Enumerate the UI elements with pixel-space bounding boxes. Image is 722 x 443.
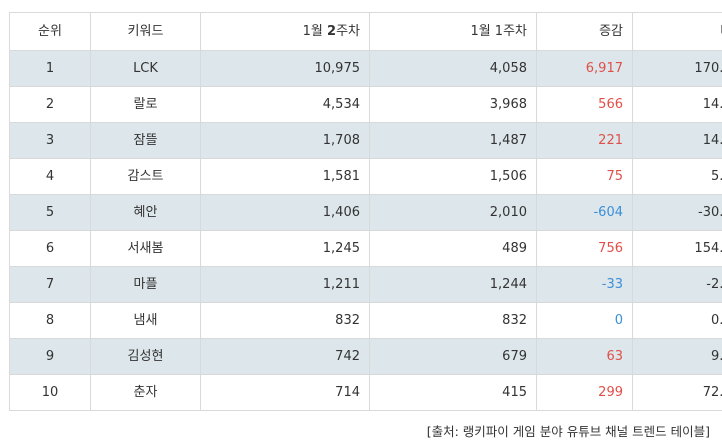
- table-body: 1LCK10,9754,0586,917170.5%2랄로4,5343,9685…: [9, 50, 722, 411]
- cell-change: 221: [536, 122, 633, 159]
- header-week2-prefix: 1월: [302, 24, 328, 39]
- cell-change: 6,917: [536, 50, 633, 87]
- ranking-table-container: 순위 키워드 1월 2주차 1월 1주차 증감 비율 1LCK10,9754,0…: [9, 12, 722, 411]
- header-week2: 1월 2주차: [200, 12, 370, 51]
- cell-keyword: 김성현: [90, 338, 201, 375]
- cell-keyword: 춘자: [90, 374, 201, 411]
- cell-rank: 9: [9, 338, 91, 375]
- keyword-ranking-table: 순위 키워드 1월 2주차 1월 1주차 증감 비율 1LCK10,9754,0…: [9, 12, 722, 411]
- cell-keyword: 서새봄: [90, 230, 201, 267]
- cell-ratio: -2.7%: [632, 266, 722, 303]
- cell-week2: 742: [200, 338, 370, 375]
- cell-week1: 1,506: [369, 158, 537, 195]
- header-week2-number: 2: [327, 24, 337, 39]
- cell-week2: 1,581: [200, 158, 370, 195]
- cell-change: -604: [536, 194, 633, 231]
- cell-rank: 1: [9, 50, 91, 87]
- cell-ratio: 170.5%: [632, 50, 722, 87]
- cell-keyword: 랄로: [90, 86, 201, 123]
- cell-change: 63: [536, 338, 633, 375]
- cell-week1: 2,010: [369, 194, 537, 231]
- cell-keyword: 잠뜰: [90, 122, 201, 159]
- cell-ratio: 14.3%: [632, 86, 722, 123]
- cell-ratio: 5.0%: [632, 158, 722, 195]
- cell-rank: 6: [9, 230, 91, 267]
- cell-change: -33: [536, 266, 633, 303]
- cell-rank: 7: [9, 266, 91, 303]
- cell-ratio: 9.3%: [632, 338, 722, 375]
- cell-keyword: 마플: [90, 266, 201, 303]
- cell-ratio: 0.0%: [632, 302, 722, 339]
- header-ratio: 비율: [632, 12, 722, 51]
- cell-rank: 5: [9, 194, 91, 231]
- header-change: 증감: [536, 12, 633, 51]
- header-keyword: 키워드: [90, 12, 201, 51]
- cell-change: 75: [536, 158, 633, 195]
- cell-week1: 3,968: [369, 86, 537, 123]
- cell-change: 566: [536, 86, 633, 123]
- table-header-row: 순위 키워드 1월 2주차 1월 1주차 증감 비율: [9, 12, 722, 51]
- cell-week1: 1,244: [369, 266, 537, 303]
- cell-ratio: 14.9%: [632, 122, 722, 159]
- cell-rank: 10: [9, 374, 91, 411]
- cell-ratio: 72.0%: [632, 374, 722, 411]
- cell-week2: 1,708: [200, 122, 370, 159]
- cell-week1: 832: [369, 302, 537, 339]
- cell-rank: 8: [9, 302, 91, 339]
- cell-rank: 3: [9, 122, 91, 159]
- header-week1: 1월 1주차: [369, 12, 537, 51]
- cell-week1: 4,058: [369, 50, 537, 87]
- cell-week2: 832: [200, 302, 370, 339]
- cell-week2: 1,245: [200, 230, 370, 267]
- cell-keyword: 혜안: [90, 194, 201, 231]
- cell-week2: 4,534: [200, 86, 370, 123]
- cell-week2: 1,211: [200, 266, 370, 303]
- cell-keyword: 감스트: [90, 158, 201, 195]
- cell-week2: 714: [200, 374, 370, 411]
- cell-ratio: -30.0%: [632, 194, 722, 231]
- cell-change: 0: [536, 302, 633, 339]
- cell-keyword: LCK: [90, 50, 201, 87]
- header-week2-suffix: 주차: [336, 24, 360, 39]
- cell-week2: 1,406: [200, 194, 370, 231]
- source-caption: [출처: 랭키파이 게임 분야 유튜브 채널 트렌드 테이블]: [426, 424, 710, 439]
- cell-rank: 2: [9, 86, 91, 123]
- header-rank: 순위: [9, 12, 91, 51]
- cell-rank: 4: [9, 158, 91, 195]
- cell-week1: 415: [369, 374, 537, 411]
- cell-week2: 10,975: [200, 50, 370, 87]
- cell-ratio: 154.6%: [632, 230, 722, 267]
- cell-week1: 1,487: [369, 122, 537, 159]
- cell-week1: 489: [369, 230, 537, 267]
- cell-keyword: 냄새: [90, 302, 201, 339]
- cell-change: 299: [536, 374, 633, 411]
- cell-week1: 679: [369, 338, 537, 375]
- cell-change: 756: [536, 230, 633, 267]
